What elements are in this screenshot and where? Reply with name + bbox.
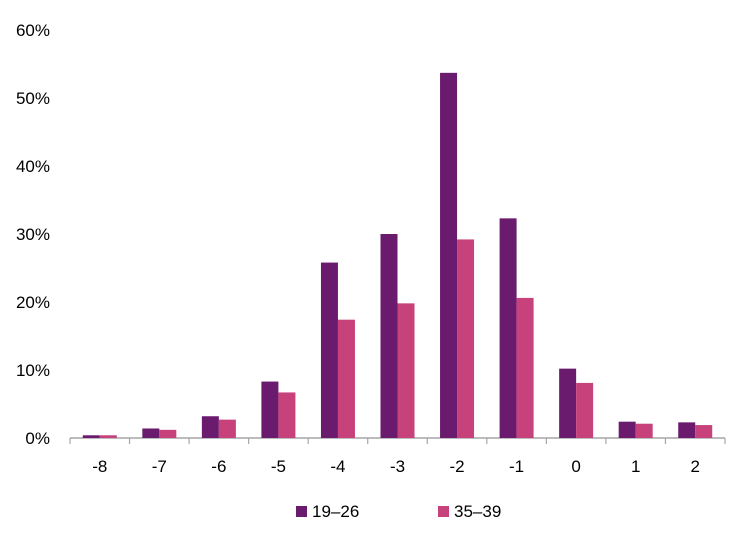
y-tick-label: 0%	[25, 429, 50, 448]
legend-label-1: 19–26	[312, 502, 359, 521]
bar-series-2--7	[159, 429, 177, 438]
y-tick-label: 60%	[16, 21, 50, 40]
bar-series-2-0	[576, 382, 594, 438]
bar-series-1-0	[559, 368, 577, 438]
y-tick-label: 30%	[16, 225, 50, 244]
bar-series-2-2	[695, 425, 713, 438]
y-tick-label: 20%	[16, 293, 50, 312]
bar-series-2--3	[397, 303, 415, 438]
x-tick-label: 1	[631, 457, 640, 476]
bar-series-2--5	[278, 392, 296, 438]
x-tick-label: -5	[271, 457, 286, 476]
bar-series-2--4	[337, 319, 355, 438]
x-tick-label: -2	[449, 457, 464, 476]
x-tick-label: -4	[330, 457, 345, 476]
y-tick-label: 50%	[16, 89, 50, 108]
x-axis-tick-labels: -8 -7 -6 -5 -4 -3 -2 -1 0 1 2	[92, 457, 700, 476]
x-tick-label: 2	[690, 457, 699, 476]
bars	[82, 72, 713, 438]
bar-series-2--2	[457, 239, 475, 438]
legend-swatch-1	[296, 506, 307, 517]
y-tick-label: 10%	[16, 361, 50, 380]
bar-series-1--6	[201, 416, 219, 438]
bar-series-1-1	[618, 421, 636, 438]
x-tick-label: -6	[211, 457, 226, 476]
legend-label-2: 35–39	[454, 502, 501, 521]
legend-swatch-2	[438, 506, 449, 517]
bar-series-1--3	[380, 234, 398, 438]
bar-series-1--1	[499, 218, 517, 438]
y-axis-tick-labels: 0% 10% 20% 30% 40% 50% 60%	[16, 21, 50, 448]
bar-series-1--8	[82, 435, 100, 438]
x-tick-label: -8	[92, 457, 107, 476]
x-tick-label: 0	[571, 457, 580, 476]
bar-series-1--2	[440, 72, 458, 438]
x-tick-label: -7	[152, 457, 167, 476]
x-axis-ticks	[69, 438, 726, 444]
bar-series-2--8	[99, 435, 117, 438]
legend: 19–26 35–39	[296, 502, 501, 521]
bar-series-1--5	[261, 381, 279, 438]
bar-series-2-1	[635, 423, 653, 438]
x-tick-label: -3	[390, 457, 405, 476]
bar-series-1-2	[678, 422, 696, 438]
bar-series-2--1	[516, 297, 534, 438]
bar-series-2--6	[218, 419, 236, 438]
bar-series-1--4	[320, 262, 338, 438]
y-tick-label: 40%	[16, 157, 50, 176]
x-tick-label: -1	[509, 457, 524, 476]
bar-series-1--7	[142, 428, 160, 438]
